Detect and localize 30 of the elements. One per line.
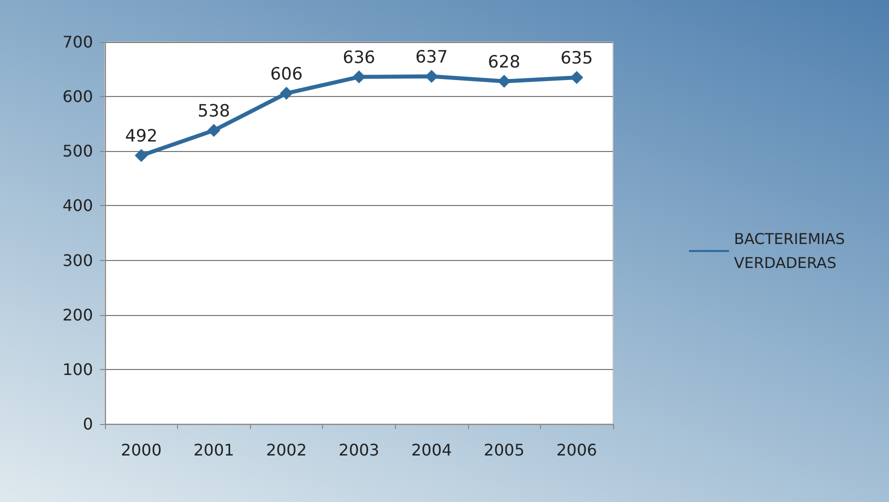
point (498, 74, 511, 88)
y-tick-label: 0 (82, 414, 93, 434)
x-tick-label: 2003 (338, 440, 380, 460)
y-tick-label: 700 (62, 32, 93, 52)
x-tick-label: 2002 (266, 440, 307, 460)
point (280, 86, 293, 100)
data-label: 606 (270, 64, 303, 84)
x-tick-label: 2000 (120, 440, 162, 460)
data-label: 538 (198, 101, 230, 122)
y-tick-label: 600 (62, 87, 93, 106)
data-label: 492 (125, 126, 158, 147)
y-tick-label: 500 (62, 142, 93, 161)
x-tick-label: 2005 (484, 440, 524, 460)
x-tick-label: 2001 (194, 440, 234, 460)
y-tick-label: 100 (62, 360, 93, 379)
data-label: 637 (415, 47, 448, 68)
point (570, 70, 584, 84)
data-label: 635 (560, 48, 593, 68)
y-tick-label: 300 (62, 250, 93, 270)
x-tick-label: 2006 (556, 440, 598, 460)
point (352, 70, 366, 84)
y-tick-label: 400 (62, 196, 93, 216)
point (207, 124, 220, 137)
point (425, 70, 438, 83)
point (134, 149, 148, 162)
y-tick-label: 200 (62, 305, 93, 324)
legend-label: BACTERIEMIAS VERDADERAS (734, 230, 850, 272)
data-label: 628 (488, 52, 520, 72)
x-tick-label: 2004 (411, 440, 452, 460)
data-label: 636 (342, 48, 376, 68)
